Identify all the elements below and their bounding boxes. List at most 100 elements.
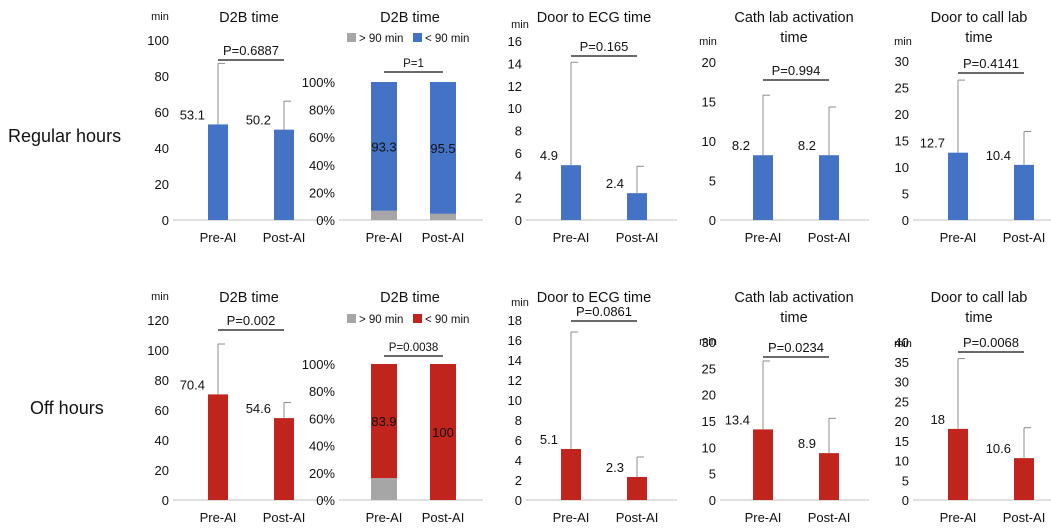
panel-10-ytick-label: 30 (895, 375, 909, 390)
panel-4-ytick-label: 15 (702, 95, 716, 110)
panel-3-ytick-label: 2 (515, 191, 522, 206)
panel-2-ytick-label: 40% (309, 158, 335, 173)
panel-8-xtick-label: Post-AI (616, 510, 659, 525)
panel-8-xtick-label: Pre-AI (553, 510, 590, 525)
panel-10-title: Door to call lab (931, 290, 1028, 306)
panel-1-ytick-label: 100 (147, 33, 169, 48)
panel-5-pvalue: P=0.4141 (963, 56, 1019, 71)
panel-10-ytick-label: 5 (902, 473, 909, 488)
row-label-regular-hours: Regular hours (8, 126, 122, 146)
panel-5-xtick-label: Pre-AI (940, 230, 977, 245)
panel-2-data-label: 93.3 (371, 139, 396, 154)
panel-10-data-label: 18 (931, 412, 945, 427)
panel-6-title: D2B time (219, 290, 279, 306)
panel-6-unit-label: min (151, 291, 169, 303)
panel-2-legend-label: > 90 min (359, 33, 403, 45)
panel-4-data-label: 8.2 (798, 138, 816, 153)
panel-4-xtick-label: Pre-AI (745, 230, 782, 245)
panel-8-ytick-label: 10 (508, 393, 522, 408)
panel-1-bar (208, 124, 228, 220)
panel-1-ytick-label: 40 (155, 141, 169, 156)
panel-1-ytick-label: 80 (155, 69, 169, 84)
panel-3-pvalue: P=0.165 (580, 39, 629, 54)
panel-8-bar (627, 477, 647, 500)
panel-5-ytick-label: 30 (895, 54, 909, 69)
panel-5-title: Door to call lab (931, 10, 1028, 26)
panel-7-data-label: 100 (432, 425, 454, 440)
panel-3-title: Door to ECG time (537, 10, 651, 26)
panel-6-ytick-label: 20 (155, 463, 169, 478)
panel-1-data-label: 50.2 (246, 113, 271, 128)
panel-4-data-label: 8.2 (732, 138, 750, 153)
panel-2-ytick-label: 20% (309, 185, 335, 200)
panel-9-bar (819, 453, 839, 500)
panel-3-data-label: 4.9 (540, 148, 558, 163)
panel-9-title: Cath lab activation (734, 290, 853, 306)
panel-4-title: Cath lab activation (734, 10, 853, 26)
panel-4-xtick-label: Post-AI (808, 230, 851, 245)
panel-8-unit-label: min (511, 297, 529, 309)
panel-8-ytick-label: 14 (508, 353, 522, 368)
panel-7-ytick-label: 100% (302, 357, 336, 372)
panel-10-ytick-label: 40 (895, 335, 909, 350)
panel-8-data-label: 5.1 (540, 432, 558, 447)
panel-5-title: time (965, 30, 992, 46)
panel-7-ytick-label: 60% (309, 411, 335, 426)
panel-8-ytick-label: 16 (508, 333, 522, 348)
panel-2-legend-swatch (347, 33, 356, 42)
panel-8-bar (561, 449, 581, 500)
panel-7-xtick-label: Post-AI (422, 510, 465, 525)
panel-7-ytick-label: 20% (309, 466, 335, 481)
row-label-off-hours: Off hours (30, 398, 104, 418)
panel-3-ytick-label: 6 (515, 146, 522, 161)
panel-7-ytick-label: 40% (309, 439, 335, 454)
panel-9-ytick-label: 10 (702, 440, 716, 455)
panel-5-unit-label: min (894, 36, 912, 48)
panel-6-ytick-label: 80 (155, 373, 169, 388)
panel-1-unit-label: min (151, 11, 169, 23)
panel-5-xtick-label: Post-AI (1003, 230, 1046, 245)
panel-1-ytick-label: 0 (162, 213, 169, 228)
panel-10-ytick-label: 0 (902, 493, 909, 508)
panel-6-xtick-label: Post-AI (263, 510, 306, 525)
panel-7-legend-swatch (347, 314, 356, 323)
panel-9-bar (753, 429, 773, 500)
panel-5-data-label: 10.4 (986, 148, 1011, 163)
panel-1-ytick-label: 20 (155, 177, 169, 192)
panel-9-xtick-label: Pre-AI (745, 510, 782, 525)
panel-2-data-label: 95.5 (430, 141, 455, 156)
panel-9-ytick-label: 0 (709, 493, 716, 508)
panel-7-bar-segment-under-90 (371, 364, 397, 479)
panel-6-ytick-label: 100 (147, 343, 169, 358)
panel-5-ytick-label: 25 (895, 81, 909, 96)
panel-3-ytick-label: 10 (508, 101, 522, 116)
panel-9-data-label: 8.9 (798, 436, 816, 451)
panel-10-bar (1014, 458, 1034, 500)
panel-6-ytick-label: 60 (155, 403, 169, 418)
panel-8-ytick-label: 8 (515, 413, 522, 428)
panel-8-ytick-label: 0 (515, 493, 522, 508)
panel-5-ytick-label: 5 (902, 187, 909, 202)
panel-9-unit-label: min (699, 336, 717, 348)
panel-1-title: D2B time (219, 10, 279, 26)
panel-4-title: time (780, 30, 807, 46)
panel-9-pvalue: P=0.0234 (768, 340, 824, 355)
panel-1-ytick-label: 60 (155, 105, 169, 120)
panel-4-ytick-label: 0 (709, 213, 716, 228)
panel-1-data-label: 53.1 (180, 107, 205, 122)
panel-2-title: D2B time (380, 10, 440, 26)
panel-2-bar-segment-under-90 (430, 82, 456, 214)
panel-10-xtick-label: Post-AI (1003, 510, 1046, 525)
panel-10-xtick-label: Pre-AI (940, 510, 977, 525)
panel-1-bar (274, 129, 294, 220)
panel-3-xtick-label: Pre-AI (553, 230, 590, 245)
panel-7-xtick-label: Pre-AI (366, 510, 403, 525)
panel-10-data-label: 10.6 (986, 441, 1011, 456)
panel-7-data-label: 83.9 (371, 414, 396, 429)
panel-8-ytick-label: 12 (508, 373, 522, 388)
panel-6-ytick-label: 40 (155, 433, 169, 448)
panel-9-title: time (780, 310, 807, 326)
panel-8-ytick-label: 4 (515, 453, 522, 468)
panel-7-legend-label: > 90 min (359, 314, 403, 326)
